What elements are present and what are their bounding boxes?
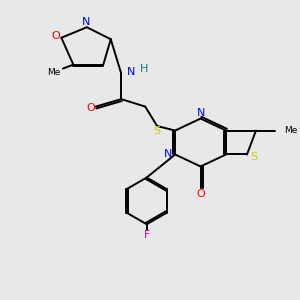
Text: O: O	[86, 103, 95, 113]
Text: S: S	[153, 126, 160, 136]
Text: O: O	[196, 189, 205, 199]
Text: Me: Me	[284, 126, 297, 135]
Text: S: S	[250, 152, 257, 163]
Text: N: N	[127, 67, 135, 77]
Text: N: N	[164, 149, 173, 160]
Text: N: N	[196, 108, 205, 118]
Text: Me: Me	[47, 68, 61, 77]
Text: N: N	[82, 17, 90, 27]
Text: F: F	[143, 230, 150, 240]
Text: H: H	[140, 64, 148, 74]
Text: O: O	[52, 31, 60, 41]
